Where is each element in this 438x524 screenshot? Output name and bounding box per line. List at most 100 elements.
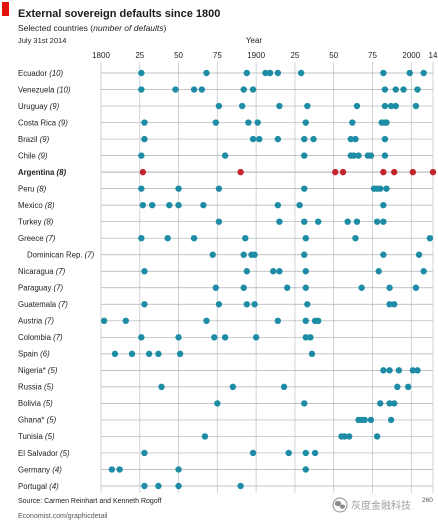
default-dot (212, 119, 220, 126)
default-dot (166, 201, 173, 209)
default-dot (308, 350, 316, 358)
default-dot (301, 400, 308, 407)
country-name: Ecuador (18, 69, 47, 78)
default-dot (158, 383, 165, 391)
row-venezuela: Venezuela (10) (18, 85, 433, 94)
default-dot (381, 86, 389, 93)
default-dot (297, 69, 305, 77)
default-dot (394, 383, 401, 391)
default-dot (352, 235, 359, 242)
default-dot (221, 334, 229, 341)
country-name: Bolivia (18, 399, 42, 408)
country-name: Mexico (18, 201, 43, 210)
country-label: Dominican Rep. (7) (27, 251, 95, 260)
default-dot (392, 86, 399, 93)
row-germany: Germany (4) (18, 465, 433, 474)
default-dot (215, 185, 223, 192)
default-dot (302, 334, 309, 341)
default-dot (352, 135, 359, 143)
x-tick-label: 25 (290, 51, 299, 60)
default-dot (111, 350, 119, 358)
default-dot (238, 102, 246, 110)
country-label: Costa Rica (9) (18, 118, 68, 127)
country-label: Chile (9) (18, 151, 48, 160)
country-name: Greece (18, 234, 44, 243)
default-dot (386, 400, 393, 407)
row-argentina: Argentina (8) (18, 168, 437, 177)
default-count: (8) (54, 168, 66, 177)
default-dot (256, 135, 263, 143)
default-dot (302, 268, 309, 275)
default-dot (296, 201, 303, 209)
country-label: Ecuador (10) (18, 69, 64, 78)
default-count-value: 4 (55, 465, 60, 474)
default-dot (270, 268, 277, 275)
country-label: Spain (6) (18, 350, 50, 359)
default-dot (242, 235, 249, 242)
default-dot (381, 152, 389, 159)
default-dot (377, 400, 384, 407)
default-dot (414, 86, 421, 93)
country-label: Greece (7) (18, 234, 56, 243)
gridlines (100, 62, 434, 493)
default-count: (10) (47, 69, 63, 78)
default-dot (141, 119, 148, 126)
default-count: (4) (50, 465, 62, 474)
default-dot (391, 301, 398, 308)
default-dot (386, 284, 393, 291)
default-count: (4) (47, 482, 59, 491)
default-dot (274, 317, 282, 324)
default-count: (7) (44, 234, 56, 243)
default-dot (100, 317, 108, 324)
default-count-value: 5 (51, 366, 56, 375)
country-name: Nicaragua (18, 267, 54, 276)
default-dot (201, 433, 209, 440)
country-name: Venezuela (18, 85, 55, 94)
default-dot (280, 383, 288, 391)
site-credit: Economist.com/graphicdetail (18, 513, 108, 520)
country-label: Guatemala (7) (18, 300, 68, 309)
default-dot (276, 218, 283, 225)
default-count: (7) (51, 333, 63, 342)
country-name: Ghana* (18, 416, 44, 425)
x-tick-label: 50 (174, 51, 183, 60)
default-count-value: 5 (46, 399, 51, 408)
default-dot (155, 482, 162, 490)
default-dot (302, 317, 309, 324)
default-dot (176, 350, 184, 358)
corner-number: 260 (422, 497, 433, 504)
country-name: Spain (18, 350, 38, 359)
default-dot (138, 185, 145, 192)
country-name: Nigeria* (18, 366, 46, 375)
country-label: Russia (5) (18, 383, 54, 392)
row-greece: Greece (7) (18, 234, 434, 243)
default-dot (346, 433, 353, 440)
row-russia: Russia (5) (18, 383, 433, 392)
default-dot (302, 119, 309, 126)
country-label: Turkey (8) (18, 217, 54, 226)
default-dot (249, 449, 257, 457)
default-dot (221, 152, 229, 159)
default-dot (307, 334, 314, 341)
x-tick-label: 2000 (402, 51, 420, 60)
country-name: Germany (18, 465, 50, 474)
default-dot (209, 251, 216, 258)
default-dot (200, 201, 207, 209)
default-dot (302, 284, 309, 291)
default-dot (420, 268, 427, 275)
default-dot (304, 102, 311, 110)
default-dot (302, 235, 309, 242)
default-dot (304, 301, 311, 308)
default-dot (237, 168, 244, 176)
default-dot (349, 119, 356, 126)
default-dot (285, 449, 292, 457)
row-el-salvador: El Salvador (5) (18, 449, 433, 458)
default-dot (367, 152, 375, 159)
default-dot (301, 185, 308, 192)
row-ghana: Ghana* (5) (18, 416, 433, 425)
default-dot (353, 102, 361, 110)
default-count-value: 7 (61, 300, 66, 309)
default-count: (8) (43, 201, 55, 210)
default-dot (350, 152, 358, 159)
country-label: Colombia (7) (18, 333, 63, 342)
